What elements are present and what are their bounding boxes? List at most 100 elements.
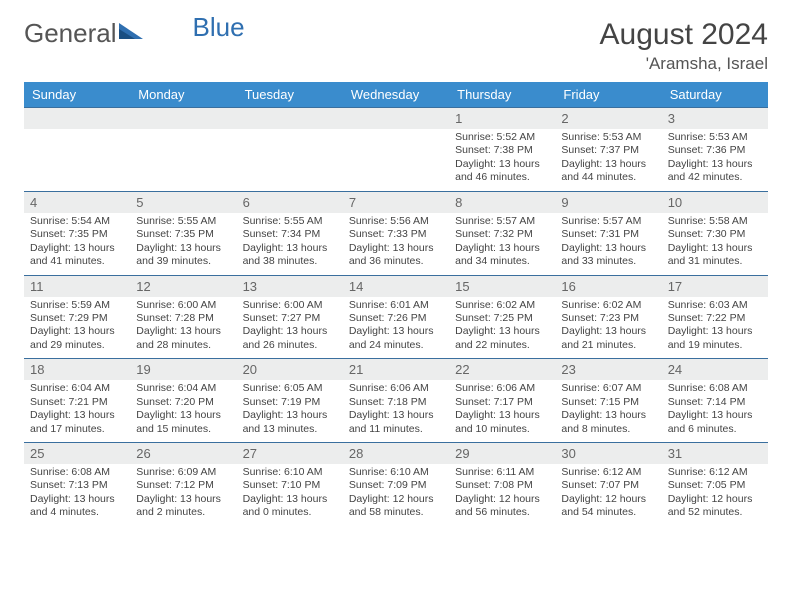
calendar-cell: 10Sunrise: 5:58 AMSunset: 7:30 PMDayligh… xyxy=(662,191,768,275)
day-number: 26 xyxy=(130,443,236,464)
day-number: 1 xyxy=(449,108,555,129)
logo-text-2: Blue xyxy=(193,12,245,43)
day-details: Sunrise: 6:00 AMSunset: 7:28 PMDaylight:… xyxy=(130,297,236,359)
day-details: Sunrise: 5:58 AMSunset: 7:30 PMDaylight:… xyxy=(662,213,768,275)
day-details: Sunrise: 5:59 AMSunset: 7:29 PMDaylight:… xyxy=(24,297,130,359)
day-details: Sunrise: 6:06 AMSunset: 7:18 PMDaylight:… xyxy=(343,380,449,442)
calendar-cell: 31Sunrise: 6:12 AMSunset: 7:05 PMDayligh… xyxy=(662,443,768,526)
calendar-cell-empty xyxy=(237,108,343,192)
calendar-cell: 1Sunrise: 5:52 AMSunset: 7:38 PMDaylight… xyxy=(449,108,555,192)
day-details: Sunrise: 6:05 AMSunset: 7:19 PMDaylight:… xyxy=(237,380,343,442)
day-number: 6 xyxy=(237,192,343,213)
day-number: 18 xyxy=(24,359,130,380)
day-details: Sunrise: 5:56 AMSunset: 7:33 PMDaylight:… xyxy=(343,213,449,275)
location-label: 'Aramsha, Israel xyxy=(600,54,768,74)
header: General Blue August 2024 'Aramsha, Israe… xyxy=(24,18,768,74)
day-details: Sunrise: 5:52 AMSunset: 7:38 PMDaylight:… xyxy=(449,129,555,191)
calendar-cell: 5Sunrise: 5:55 AMSunset: 7:35 PMDaylight… xyxy=(130,191,236,275)
calendar-cell: 20Sunrise: 6:05 AMSunset: 7:19 PMDayligh… xyxy=(237,359,343,443)
calendar-cell: 16Sunrise: 6:02 AMSunset: 7:23 PMDayligh… xyxy=(555,275,661,359)
day-number: 2 xyxy=(555,108,661,129)
calendar-week-row: 1Sunrise: 5:52 AMSunset: 7:38 PMDaylight… xyxy=(24,108,768,192)
logo: General Blue xyxy=(24,18,245,49)
day-details: Sunrise: 6:04 AMSunset: 7:20 PMDaylight:… xyxy=(130,380,236,442)
calendar-cell: 27Sunrise: 6:10 AMSunset: 7:10 PMDayligh… xyxy=(237,443,343,526)
day-number: 24 xyxy=(662,359,768,380)
calendar-cell: 13Sunrise: 6:00 AMSunset: 7:27 PMDayligh… xyxy=(237,275,343,359)
calendar-cell: 14Sunrise: 6:01 AMSunset: 7:26 PMDayligh… xyxy=(343,275,449,359)
calendar-cell: 2Sunrise: 5:53 AMSunset: 7:37 PMDaylight… xyxy=(555,108,661,192)
calendar-week-row: 4Sunrise: 5:54 AMSunset: 7:35 PMDaylight… xyxy=(24,191,768,275)
calendar-cell: 29Sunrise: 6:11 AMSunset: 7:08 PMDayligh… xyxy=(449,443,555,526)
day-number: 3 xyxy=(662,108,768,129)
day-details: Sunrise: 6:06 AMSunset: 7:17 PMDaylight:… xyxy=(449,380,555,442)
logo-text-1: General xyxy=(24,18,117,49)
calendar-cell: 19Sunrise: 6:04 AMSunset: 7:20 PMDayligh… xyxy=(130,359,236,443)
day-number: 22 xyxy=(449,359,555,380)
day-number: 21 xyxy=(343,359,449,380)
calendar-cell: 22Sunrise: 6:06 AMSunset: 7:17 PMDayligh… xyxy=(449,359,555,443)
calendar-cell: 15Sunrise: 6:02 AMSunset: 7:25 PMDayligh… xyxy=(449,275,555,359)
calendar-cell: 17Sunrise: 6:03 AMSunset: 7:22 PMDayligh… xyxy=(662,275,768,359)
day-details: Sunrise: 6:01 AMSunset: 7:26 PMDaylight:… xyxy=(343,297,449,359)
day-number: 15 xyxy=(449,276,555,297)
day-details: Sunrise: 6:12 AMSunset: 7:07 PMDaylight:… xyxy=(555,464,661,526)
day-details: Sunrise: 6:08 AMSunset: 7:14 PMDaylight:… xyxy=(662,380,768,442)
calendar-cell-empty xyxy=(130,108,236,192)
weekday-header: Wednesday xyxy=(343,82,449,108)
calendar-table: SundayMondayTuesdayWednesdayThursdayFrid… xyxy=(24,82,768,526)
weekday-header: Thursday xyxy=(449,82,555,108)
day-details: Sunrise: 5:53 AMSunset: 7:36 PMDaylight:… xyxy=(662,129,768,191)
weekday-header: Saturday xyxy=(662,82,768,108)
day-number: 16 xyxy=(555,276,661,297)
day-details: Sunrise: 6:10 AMSunset: 7:09 PMDaylight:… xyxy=(343,464,449,526)
day-details: Sunrise: 6:08 AMSunset: 7:13 PMDaylight:… xyxy=(24,464,130,526)
day-details: Sunrise: 5:57 AMSunset: 7:31 PMDaylight:… xyxy=(555,213,661,275)
day-details: Sunrise: 6:12 AMSunset: 7:05 PMDaylight:… xyxy=(662,464,768,526)
calendar-cell: 9Sunrise: 5:57 AMSunset: 7:31 PMDaylight… xyxy=(555,191,661,275)
calendar-cell: 11Sunrise: 5:59 AMSunset: 7:29 PMDayligh… xyxy=(24,275,130,359)
day-details: Sunrise: 5:54 AMSunset: 7:35 PMDaylight:… xyxy=(24,213,130,275)
day-number: 29 xyxy=(449,443,555,464)
calendar-cell: 6Sunrise: 5:55 AMSunset: 7:34 PMDaylight… xyxy=(237,191,343,275)
calendar-cell: 24Sunrise: 6:08 AMSunset: 7:14 PMDayligh… xyxy=(662,359,768,443)
calendar-cell: 21Sunrise: 6:06 AMSunset: 7:18 PMDayligh… xyxy=(343,359,449,443)
day-details: Sunrise: 5:53 AMSunset: 7:37 PMDaylight:… xyxy=(555,129,661,191)
calendar-cell: 7Sunrise: 5:56 AMSunset: 7:33 PMDaylight… xyxy=(343,191,449,275)
day-number: 5 xyxy=(130,192,236,213)
day-number: 25 xyxy=(24,443,130,464)
day-number: 11 xyxy=(24,276,130,297)
day-details: Sunrise: 6:00 AMSunset: 7:27 PMDaylight:… xyxy=(237,297,343,359)
calendar-cell: 28Sunrise: 6:10 AMSunset: 7:09 PMDayligh… xyxy=(343,443,449,526)
day-details: Sunrise: 6:09 AMSunset: 7:12 PMDaylight:… xyxy=(130,464,236,526)
day-number: 8 xyxy=(449,192,555,213)
title-block: August 2024 'Aramsha, Israel xyxy=(600,18,768,74)
day-details: Sunrise: 6:02 AMSunset: 7:23 PMDaylight:… xyxy=(555,297,661,359)
day-details: Sunrise: 6:02 AMSunset: 7:25 PMDaylight:… xyxy=(449,297,555,359)
calendar-cell-empty xyxy=(24,108,130,192)
day-details: Sunrise: 5:55 AMSunset: 7:34 PMDaylight:… xyxy=(237,213,343,275)
weekday-header: Monday xyxy=(130,82,236,108)
day-details: Sunrise: 5:57 AMSunset: 7:32 PMDaylight:… xyxy=(449,213,555,275)
day-number: 17 xyxy=(662,276,768,297)
calendar-cell: 18Sunrise: 6:04 AMSunset: 7:21 PMDayligh… xyxy=(24,359,130,443)
day-number: 19 xyxy=(130,359,236,380)
calendar-cell: 4Sunrise: 5:54 AMSunset: 7:35 PMDaylight… xyxy=(24,191,130,275)
day-details: Sunrise: 6:07 AMSunset: 7:15 PMDaylight:… xyxy=(555,380,661,442)
day-number: 12 xyxy=(130,276,236,297)
calendar-cell: 12Sunrise: 6:00 AMSunset: 7:28 PMDayligh… xyxy=(130,275,236,359)
calendar-cell: 3Sunrise: 5:53 AMSunset: 7:36 PMDaylight… xyxy=(662,108,768,192)
day-number: 31 xyxy=(662,443,768,464)
weekday-header: Friday xyxy=(555,82,661,108)
calendar-cell: 25Sunrise: 6:08 AMSunset: 7:13 PMDayligh… xyxy=(24,443,130,526)
calendar-cell: 23Sunrise: 6:07 AMSunset: 7:15 PMDayligh… xyxy=(555,359,661,443)
day-number: 23 xyxy=(555,359,661,380)
weekday-header: Tuesday xyxy=(237,82,343,108)
day-details: Sunrise: 6:03 AMSunset: 7:22 PMDaylight:… xyxy=(662,297,768,359)
day-details: Sunrise: 5:55 AMSunset: 7:35 PMDaylight:… xyxy=(130,213,236,275)
calendar-week-row: 18Sunrise: 6:04 AMSunset: 7:21 PMDayligh… xyxy=(24,359,768,443)
day-number: 30 xyxy=(555,443,661,464)
calendar-cell: 26Sunrise: 6:09 AMSunset: 7:12 PMDayligh… xyxy=(130,443,236,526)
day-details: Sunrise: 6:04 AMSunset: 7:21 PMDaylight:… xyxy=(24,380,130,442)
day-details: Sunrise: 6:10 AMSunset: 7:10 PMDaylight:… xyxy=(237,464,343,526)
